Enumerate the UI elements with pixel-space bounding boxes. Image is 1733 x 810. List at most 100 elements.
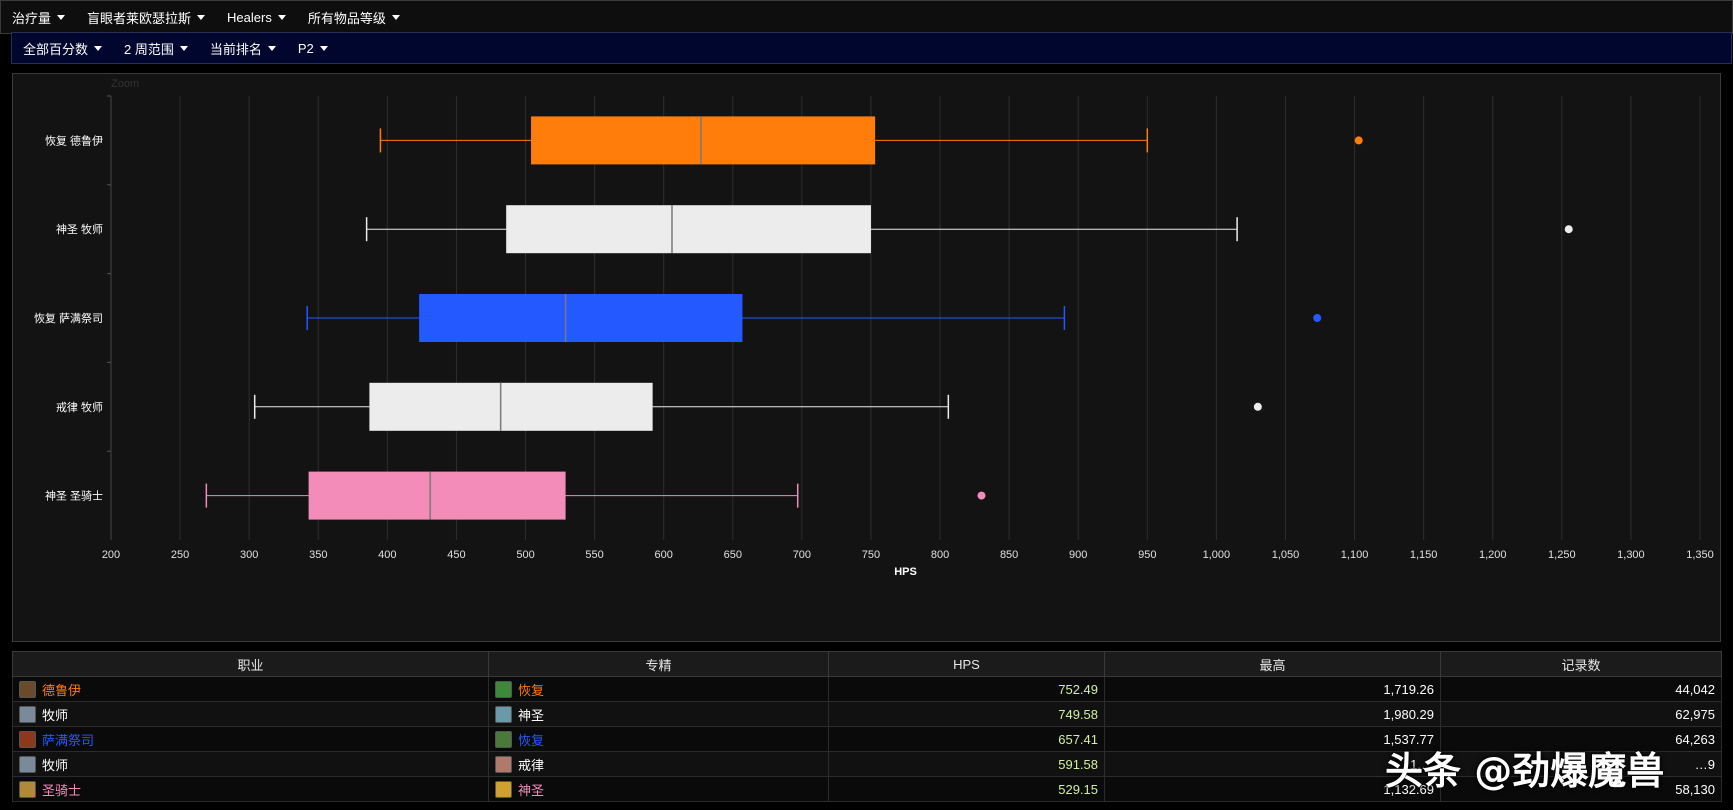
count-cell: 62,975 [1440, 701, 1722, 727]
discipline-priest-icon [495, 755, 512, 773]
priest-icon [19, 705, 36, 723]
range-dropdown-label: 2 周范围 [124, 41, 174, 57]
phase-dropdown[interactable]: P2 [287, 41, 339, 56]
class-cell: 牧师 [12, 701, 489, 727]
x-tick-label: 400 [378, 549, 396, 561]
table-row[interactable]: 德鲁伊 恢复 752.49 1,719.26 44,042 [12, 676, 1722, 702]
max-cell: 1,537.77 [1104, 726, 1441, 752]
boss-dropdown-label: 盲眼者莱欧瑟拉斯 [87, 10, 192, 26]
spec-cell: 恢复 [488, 726, 829, 752]
priest-icon [19, 755, 36, 773]
metric-dropdown-label: 治疗量 [12, 10, 52, 26]
chevron-down-icon [197, 14, 206, 20]
outlier-point [1564, 225, 1573, 234]
spec-name[interactable]: 神圣 [518, 707, 545, 723]
x-tick-label: 800 [931, 549, 949, 561]
spec-cell: 戒律 [488, 751, 829, 777]
x-tick-label: 1,000 [1203, 549, 1231, 561]
spec-name[interactable]: 戒律 [518, 757, 545, 773]
table-row[interactable]: 牧师 戒律 591.58 1,… …9 [12, 751, 1722, 777]
item-level-dropdown-label: 所有物品等级 [307, 10, 386, 26]
restoration-shaman-icon [495, 730, 512, 748]
box [531, 116, 876, 165]
chevron-down-icon [277, 14, 286, 20]
class-cell: 萨满祭司 [12, 726, 489, 752]
outlier-point [977, 491, 986, 500]
x-tick-label: 350 [309, 549, 327, 561]
x-tick-label: 1,200 [1479, 549, 1507, 561]
x-tick-label: 700 [793, 549, 811, 561]
header-max[interactable]: 最高 [1104, 651, 1441, 677]
class-name[interactable]: 德鲁伊 [42, 682, 82, 698]
x-tick-label: 1,100 [1341, 549, 1369, 561]
x-tick-label: 650 [724, 549, 742, 561]
max-cell: 1,… [1104, 751, 1441, 777]
chevron-down-icon [57, 14, 66, 20]
table-body: 德鲁伊 恢复 752.49 1,719.26 44,042 牧师 神圣 749.58 1,980… [12, 676, 1722, 802]
max-cell: 1,980.29 [1104, 701, 1441, 727]
class-name[interactable]: 牧师 [42, 707, 69, 723]
table-header-row: 职业 专精 HPS 最高 记录数 [12, 651, 1722, 677]
shaman-icon [19, 730, 36, 748]
y-category-label: 戒律 牧师 [56, 400, 103, 414]
box [506, 205, 871, 254]
zoom-label[interactable]: Zoom [111, 78, 140, 90]
boss-dropdown[interactable]: 盲眼者莱欧瑟拉斯 [76, 8, 216, 27]
table-row[interactable]: 牧师 神圣 749.58 1,980.29 62,975 [12, 701, 1722, 727]
spec-name[interactable]: 神圣 [518, 782, 545, 798]
metric-dropdown[interactable]: 治疗量 [1, 8, 76, 27]
top-filter-bar: 治疗量 盲眼者莱欧瑟拉斯 Healers 所有物品等级 [0, 0, 1733, 34]
hps-cell: 657.41 [828, 726, 1105, 752]
class-cell: 德鲁伊 [12, 676, 489, 702]
x-tick-label: 500 [516, 549, 534, 561]
header-count[interactable]: 记录数 [1440, 651, 1722, 677]
watermark: 头条 @劲爆魔兽 [1385, 749, 1665, 793]
spec-cell: 神圣 [488, 701, 829, 727]
x-tick-label: 950 [1138, 549, 1156, 561]
role-dropdown-label: Healers [227, 9, 272, 25]
phase-dropdown-label: P2 [297, 40, 314, 56]
box [369, 382, 653, 431]
hps-cell: 529.15 [828, 776, 1105, 802]
y-category-label: 恢复 德鲁伊 [45, 133, 103, 147]
class-name[interactable]: 牧师 [42, 757, 69, 773]
table-row[interactable]: 圣骑士 神圣 529.15 1,132.69 58,130 [12, 776, 1722, 802]
x-tick-label: 900 [1069, 549, 1087, 561]
percentile-dropdown[interactable]: 全部百分数 [12, 39, 113, 58]
box [419, 294, 743, 342]
percentile-dropdown-label: 全部百分数 [23, 41, 89, 57]
spec-cell: 神圣 [488, 776, 829, 802]
stats-table: 职业 专精 HPS 最高 记录数 德鲁伊 恢复 752.49 1,719.26 44,0… [12, 651, 1722, 802]
chart-panel: Zoom 200 250 300 350 400 450 500 550 600 650 700 75… [12, 73, 1721, 642]
outlier-point [1253, 402, 1262, 411]
class-name[interactable]: 圣骑士 [42, 782, 82, 798]
role-dropdown[interactable]: Healers [216, 10, 297, 25]
x-tick-label: 1,350 [1686, 549, 1714, 561]
y-category-label: 神圣 圣骑士 [45, 489, 103, 503]
table-row[interactable]: 萨满祭司 恢复 657.41 1,537.77 64,263 [12, 726, 1722, 752]
chevron-down-icon [179, 45, 188, 51]
outlier-point [1313, 314, 1322, 322]
x-tick-label: 200 [102, 549, 120, 561]
outlier-point [1354, 136, 1363, 145]
item-level-dropdown[interactable]: 所有物品等级 [297, 8, 411, 27]
chevron-down-icon [391, 14, 400, 20]
count-cell: 58,130 [1440, 776, 1722, 802]
x-tick-label: 850 [1000, 549, 1018, 561]
count-cell: 64,263 [1440, 726, 1722, 752]
y-category-label: 神圣 牧师 [56, 222, 103, 236]
header-class[interactable]: 职业 [12, 651, 489, 677]
max-cell: 1,719.26 [1104, 676, 1441, 702]
x-tick-label: 1,300 [1617, 549, 1645, 561]
spec-name[interactable]: 恢复 [518, 682, 545, 698]
spec-name[interactable]: 恢复 [518, 732, 545, 748]
x-axis-label: HPS [894, 566, 917, 578]
range-dropdown[interactable]: 2 周范围 [113, 39, 199, 58]
header-hps[interactable]: HPS [828, 651, 1105, 677]
ranking-dropdown[interactable]: 当前排名 [199, 39, 287, 58]
holy-priest-icon [495, 705, 512, 723]
class-name[interactable]: 萨满祭司 [42, 732, 95, 748]
count-cell: 44,042 [1440, 676, 1722, 702]
box [308, 471, 566, 520]
header-spec[interactable]: 专精 [488, 651, 829, 677]
